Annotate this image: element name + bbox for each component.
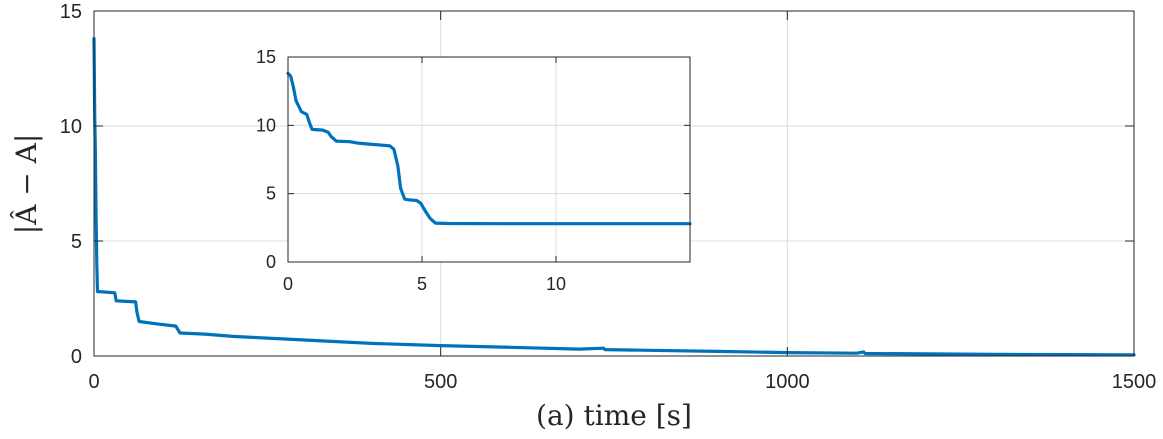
x-tick-label: 0 (88, 371, 99, 393)
x-tick-label: 1000 (765, 371, 810, 393)
y-tick-label: 0 (266, 252, 276, 272)
x-tick-label: 10 (546, 274, 566, 294)
inset-grid (288, 57, 690, 262)
series-line (92, 36, 1136, 357)
inset-ticks: 0 5 10 0 5 10 15 (256, 47, 690, 294)
y-axis-label: |Â − A| (10, 134, 43, 235)
series-line (286, 71, 692, 226)
y-tick-label: 15 (256, 47, 276, 67)
y-tick-label: 10 (60, 116, 82, 138)
main-line-layer (92, 36, 1136, 357)
main-axes-box (93, 10, 1135, 357)
x-tick-label: 500 (424, 371, 457, 393)
x-tick-label: 5 (417, 274, 427, 294)
inset-background (288, 57, 690, 262)
y-tick-label: 15 (60, 1, 82, 23)
inset-axes-box (287, 56, 691, 263)
x-tick-label: 0 (283, 274, 293, 294)
inset-line-layer (286, 71, 692, 226)
x-tick-label: 1500 (1112, 371, 1157, 393)
y-tick-label: 0 (71, 346, 82, 368)
y-tick-label: 5 (266, 184, 276, 204)
inset-axes: 0 5 10 0 5 10 15 (256, 47, 692, 294)
y-tick-label: 5 (71, 231, 82, 253)
y-tick-label: 10 (256, 115, 276, 135)
x-axis-label: (a) time [s] (536, 399, 692, 432)
